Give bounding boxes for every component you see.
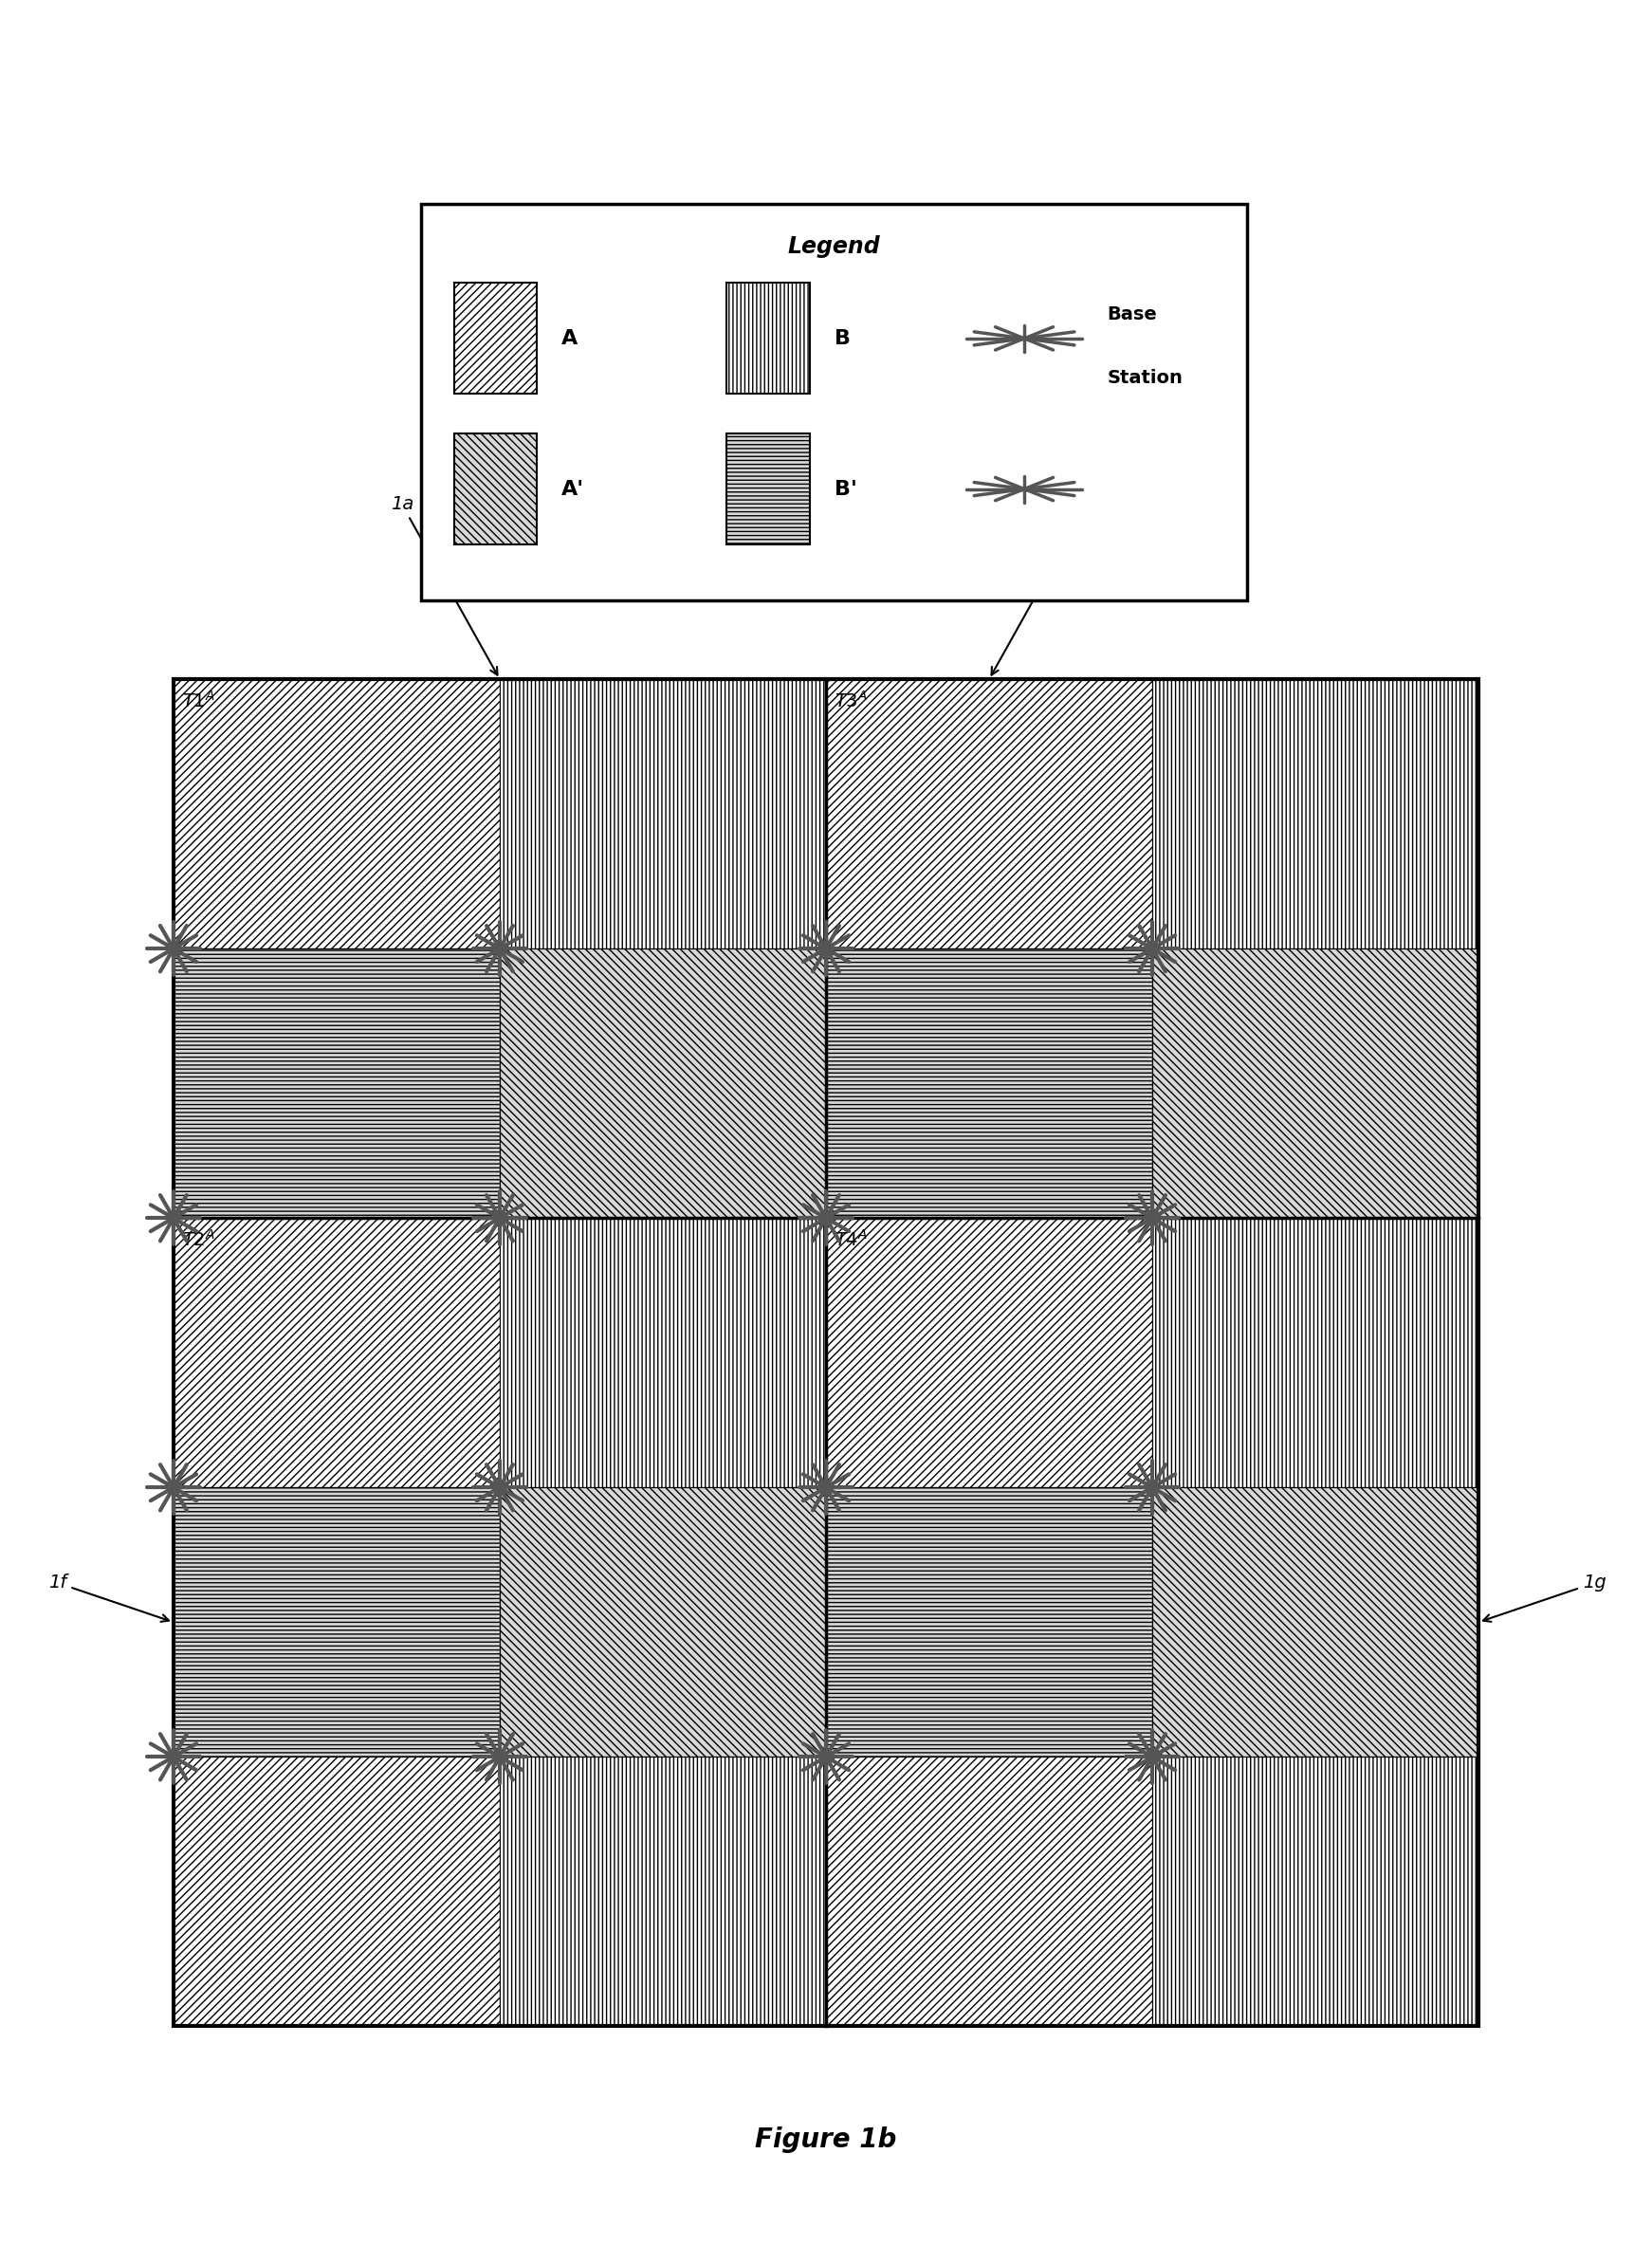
Text: Station: Station [1107,369,1183,387]
Bar [1151,679,1479,949]
Text: $T3^A$: $T3^A$ [834,691,867,711]
Text: 1f: 1f [48,1573,169,1621]
Text: $T1^A$: $T1^A$ [182,691,215,711]
Bar [727,283,809,394]
Bar [1151,1218,1479,1487]
Bar [173,679,1479,2026]
Bar [727,435,809,546]
Text: 1a: 1a [390,496,497,675]
Bar [826,1218,1151,1487]
Bar [454,283,537,394]
Text: B: B [834,328,851,349]
Bar [499,1487,826,1757]
Bar [454,435,537,546]
Text: Base: Base [1107,306,1156,324]
Text: $T4^A$: $T4^A$ [834,1229,867,1250]
Bar [826,1757,1151,2026]
Bar [499,1757,826,2026]
Text: Legend: Legend [788,235,881,258]
Bar [499,679,826,949]
Text: 1e: 1e [991,496,1099,675]
Bar [826,1487,1151,1757]
Bar [173,949,501,1218]
Text: A': A' [562,480,585,498]
Bar [173,1757,501,2026]
Text: B': B' [834,480,857,498]
Bar [173,1487,501,1757]
Text: $T2^A$: $T2^A$ [182,1229,215,1250]
Bar [173,679,501,949]
Text: Figure 1b: Figure 1b [755,2126,897,2153]
Bar [826,679,1151,949]
Bar [1151,1757,1479,2026]
Bar [499,949,826,1218]
Text: 1g: 1g [1483,1573,1606,1621]
Bar [1151,949,1479,1218]
Text: A: A [562,328,578,349]
Bar [173,1218,501,1487]
Bar [826,949,1151,1218]
Bar [1151,1487,1479,1757]
Bar [499,1218,826,1487]
